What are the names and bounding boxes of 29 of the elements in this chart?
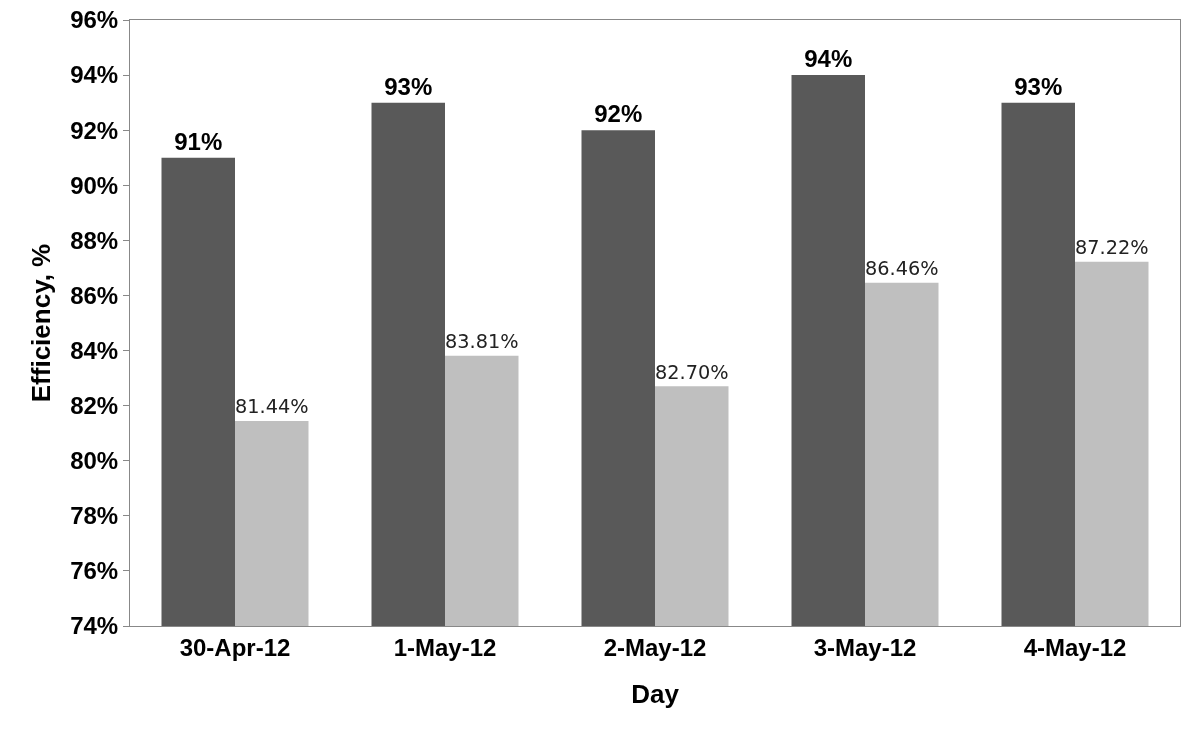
data-label: 86.46%	[865, 256, 939, 280]
y-tick-label: 84%	[70, 336, 119, 364]
x-tick-label: 3-May-12	[813, 633, 917, 661]
y-tick-label: 94%	[70, 61, 119, 89]
data-label: 93%	[1014, 72, 1063, 100]
x-tick-label: 30-Apr-12	[179, 633, 291, 661]
y-tick-label: 82%	[70, 392, 119, 420]
data-label: 92%	[594, 100, 643, 128]
x-tick-label: 1-May-12	[393, 633, 497, 661]
x-axis-title: Day	[631, 679, 680, 710]
data-label: 82.70%	[655, 360, 729, 384]
y-tick-label: 76%	[70, 557, 119, 585]
y-tick-label: 86%	[70, 281, 119, 309]
data-label: 91%	[174, 127, 223, 155]
y-tick-label: 74%	[70, 612, 119, 640]
y-tick-label: 90%	[70, 171, 119, 199]
y-tick-label: 78%	[70, 502, 119, 530]
data-label: 87.22%	[1075, 236, 1149, 260]
y-axis-title: Efficiency, %	[25, 243, 56, 403]
data-label: 93%	[384, 72, 433, 100]
x-tick-label: 2-May-12	[603, 633, 707, 661]
data-label: 83.81%	[445, 329, 519, 353]
y-tick-label: 92%	[70, 116, 119, 144]
y-tick-label: 88%	[70, 226, 119, 254]
x-tick-label: 4-May-12	[1023, 633, 1127, 661]
y-tick-label: 80%	[70, 447, 119, 475]
data-label: 94%	[804, 45, 853, 73]
y-tick-label: 96%	[70, 6, 119, 34]
data-label: 81.44%	[235, 395, 309, 419]
